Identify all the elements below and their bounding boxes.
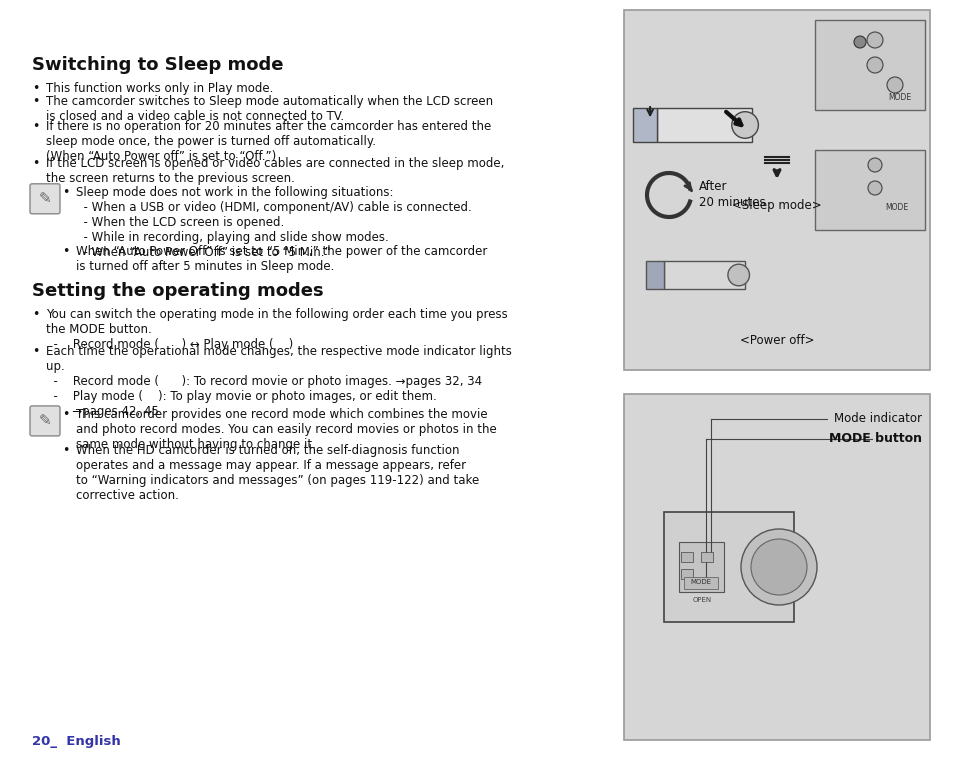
Circle shape: [740, 529, 816, 605]
Text: Mode indicator: Mode indicator: [833, 413, 921, 425]
FancyBboxPatch shape: [30, 184, 60, 214]
Bar: [683, 577, 718, 589]
Bar: [814, 20, 924, 110]
Text: 20_  English: 20_ English: [32, 735, 121, 748]
Text: MODE: MODE: [690, 579, 711, 585]
Bar: [623, 10, 929, 370]
Circle shape: [866, 57, 882, 73]
Text: This camcorder provides one record mode which combines the movie
and photo recor: This camcorder provides one record mode …: [76, 408, 497, 451]
Text: Setting the operating modes: Setting the operating modes: [32, 282, 323, 300]
Circle shape: [866, 32, 882, 48]
Text: 20 minutes: 20 minutes: [699, 197, 765, 209]
Text: •: •: [32, 96, 39, 109]
Circle shape: [853, 36, 865, 48]
Text: If there is no operation for 20 minutes after the camcorder has entered the
slee: If there is no operation for 20 minutes …: [46, 120, 491, 163]
Circle shape: [727, 264, 749, 286]
Text: When “Auto Power Off” is set to “5 Min.,” the power of the camcorder
is turned o: When “Auto Power Off” is set to “5 Min.,…: [76, 245, 487, 273]
FancyBboxPatch shape: [30, 406, 60, 436]
Circle shape: [731, 112, 758, 139]
Text: The camcorder switches to Sleep mode automatically when the LCD screen
is closed: The camcorder switches to Sleep mode aut…: [46, 96, 493, 123]
Text: ✎: ✎: [38, 414, 51, 428]
Text: OPEN: OPEN: [692, 597, 711, 603]
Text: •: •: [62, 408, 70, 421]
Circle shape: [867, 181, 882, 195]
Polygon shape: [663, 512, 793, 622]
Text: MODE: MODE: [884, 204, 907, 212]
Bar: [679, 542, 723, 592]
Bar: [623, 394, 929, 740]
Text: •: •: [32, 120, 39, 133]
Text: •: •: [32, 345, 39, 358]
Bar: [680, 569, 692, 579]
Text: MODE button: MODE button: [828, 433, 921, 446]
Text: When the HD camcorder is turned on, the self-diagnosis function
operates and a m: When the HD camcorder is turned on, the …: [76, 444, 478, 502]
Text: <Power off>: <Power off>: [739, 333, 814, 346]
Text: If the LCD screen is opened or video cables are connected in the sleep mode,
the: If the LCD screen is opened or video cab…: [46, 157, 504, 185]
Text: After: After: [699, 181, 727, 194]
Text: •: •: [62, 186, 70, 199]
Text: Sleep mode does not work in the following situations:
  - When a USB or video (H: Sleep mode does not work in the followin…: [76, 186, 471, 259]
Circle shape: [886, 77, 902, 93]
Bar: [680, 552, 692, 562]
Polygon shape: [633, 108, 656, 142]
Text: Switching to Sleep mode: Switching to Sleep mode: [32, 56, 283, 74]
Polygon shape: [656, 108, 751, 142]
Text: •: •: [32, 308, 39, 321]
Bar: [700, 552, 712, 562]
Text: •: •: [32, 157, 39, 170]
Polygon shape: [663, 260, 744, 290]
Text: •: •: [62, 444, 70, 457]
Text: You can switch the operating mode in the following order each time you press
the: You can switch the operating mode in the…: [46, 308, 507, 351]
Text: <Sleep mode>: <Sleep mode>: [731, 198, 821, 211]
Text: This function works only in Play mode.: This function works only in Play mode.: [46, 82, 274, 95]
Text: ✎: ✎: [38, 192, 51, 206]
Circle shape: [867, 158, 882, 172]
Text: •: •: [32, 82, 39, 95]
Text: MODE: MODE: [887, 93, 911, 103]
Bar: [814, 150, 924, 230]
Text: Each time the operational mode changes, the respective mode indicator lights
up.: Each time the operational mode changes, …: [46, 345, 512, 417]
Text: •: •: [62, 245, 70, 258]
Polygon shape: [645, 260, 663, 290]
Circle shape: [750, 539, 806, 595]
